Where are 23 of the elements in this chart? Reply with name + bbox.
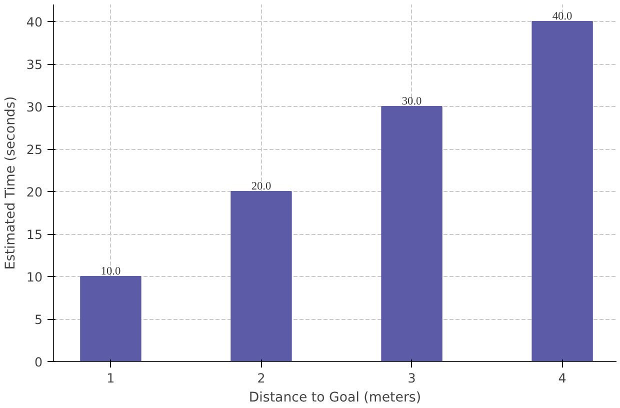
bar bbox=[381, 106, 442, 362]
y-tick-label: 30 bbox=[26, 100, 43, 114]
x-tick-label: 4 bbox=[558, 370, 566, 386]
bar bbox=[532, 21, 593, 362]
x-tick-label: 1 bbox=[106, 370, 115, 386]
y-tick-label: 20 bbox=[26, 184, 43, 200]
y-tick-label: 0 bbox=[34, 354, 43, 370]
y-tick-label: 10 bbox=[26, 270, 43, 284]
data-label: 40.0 bbox=[552, 10, 573, 22]
x-tick-label: 2 bbox=[257, 370, 266, 386]
y-tick-label: 5 bbox=[34, 312, 43, 327]
data-label: 30.0 bbox=[402, 96, 422, 108]
y-axis-title: Estimated Time (seconds) bbox=[3, 96, 18, 270]
y-tick-label: 35 bbox=[26, 57, 43, 72]
y-tick-label: 15 bbox=[26, 227, 43, 242]
y-tick-label: 40 bbox=[26, 14, 43, 30]
data-label: 20.0 bbox=[251, 180, 272, 192]
y-tick-label: 25 bbox=[26, 142, 43, 157]
bar bbox=[230, 191, 292, 362]
x-tick-label: 3 bbox=[408, 370, 416, 386]
bar bbox=[80, 276, 142, 362]
x-axis-title: Distance to Goal (meters) bbox=[248, 390, 422, 406]
data-label: 10.0 bbox=[100, 266, 121, 278]
